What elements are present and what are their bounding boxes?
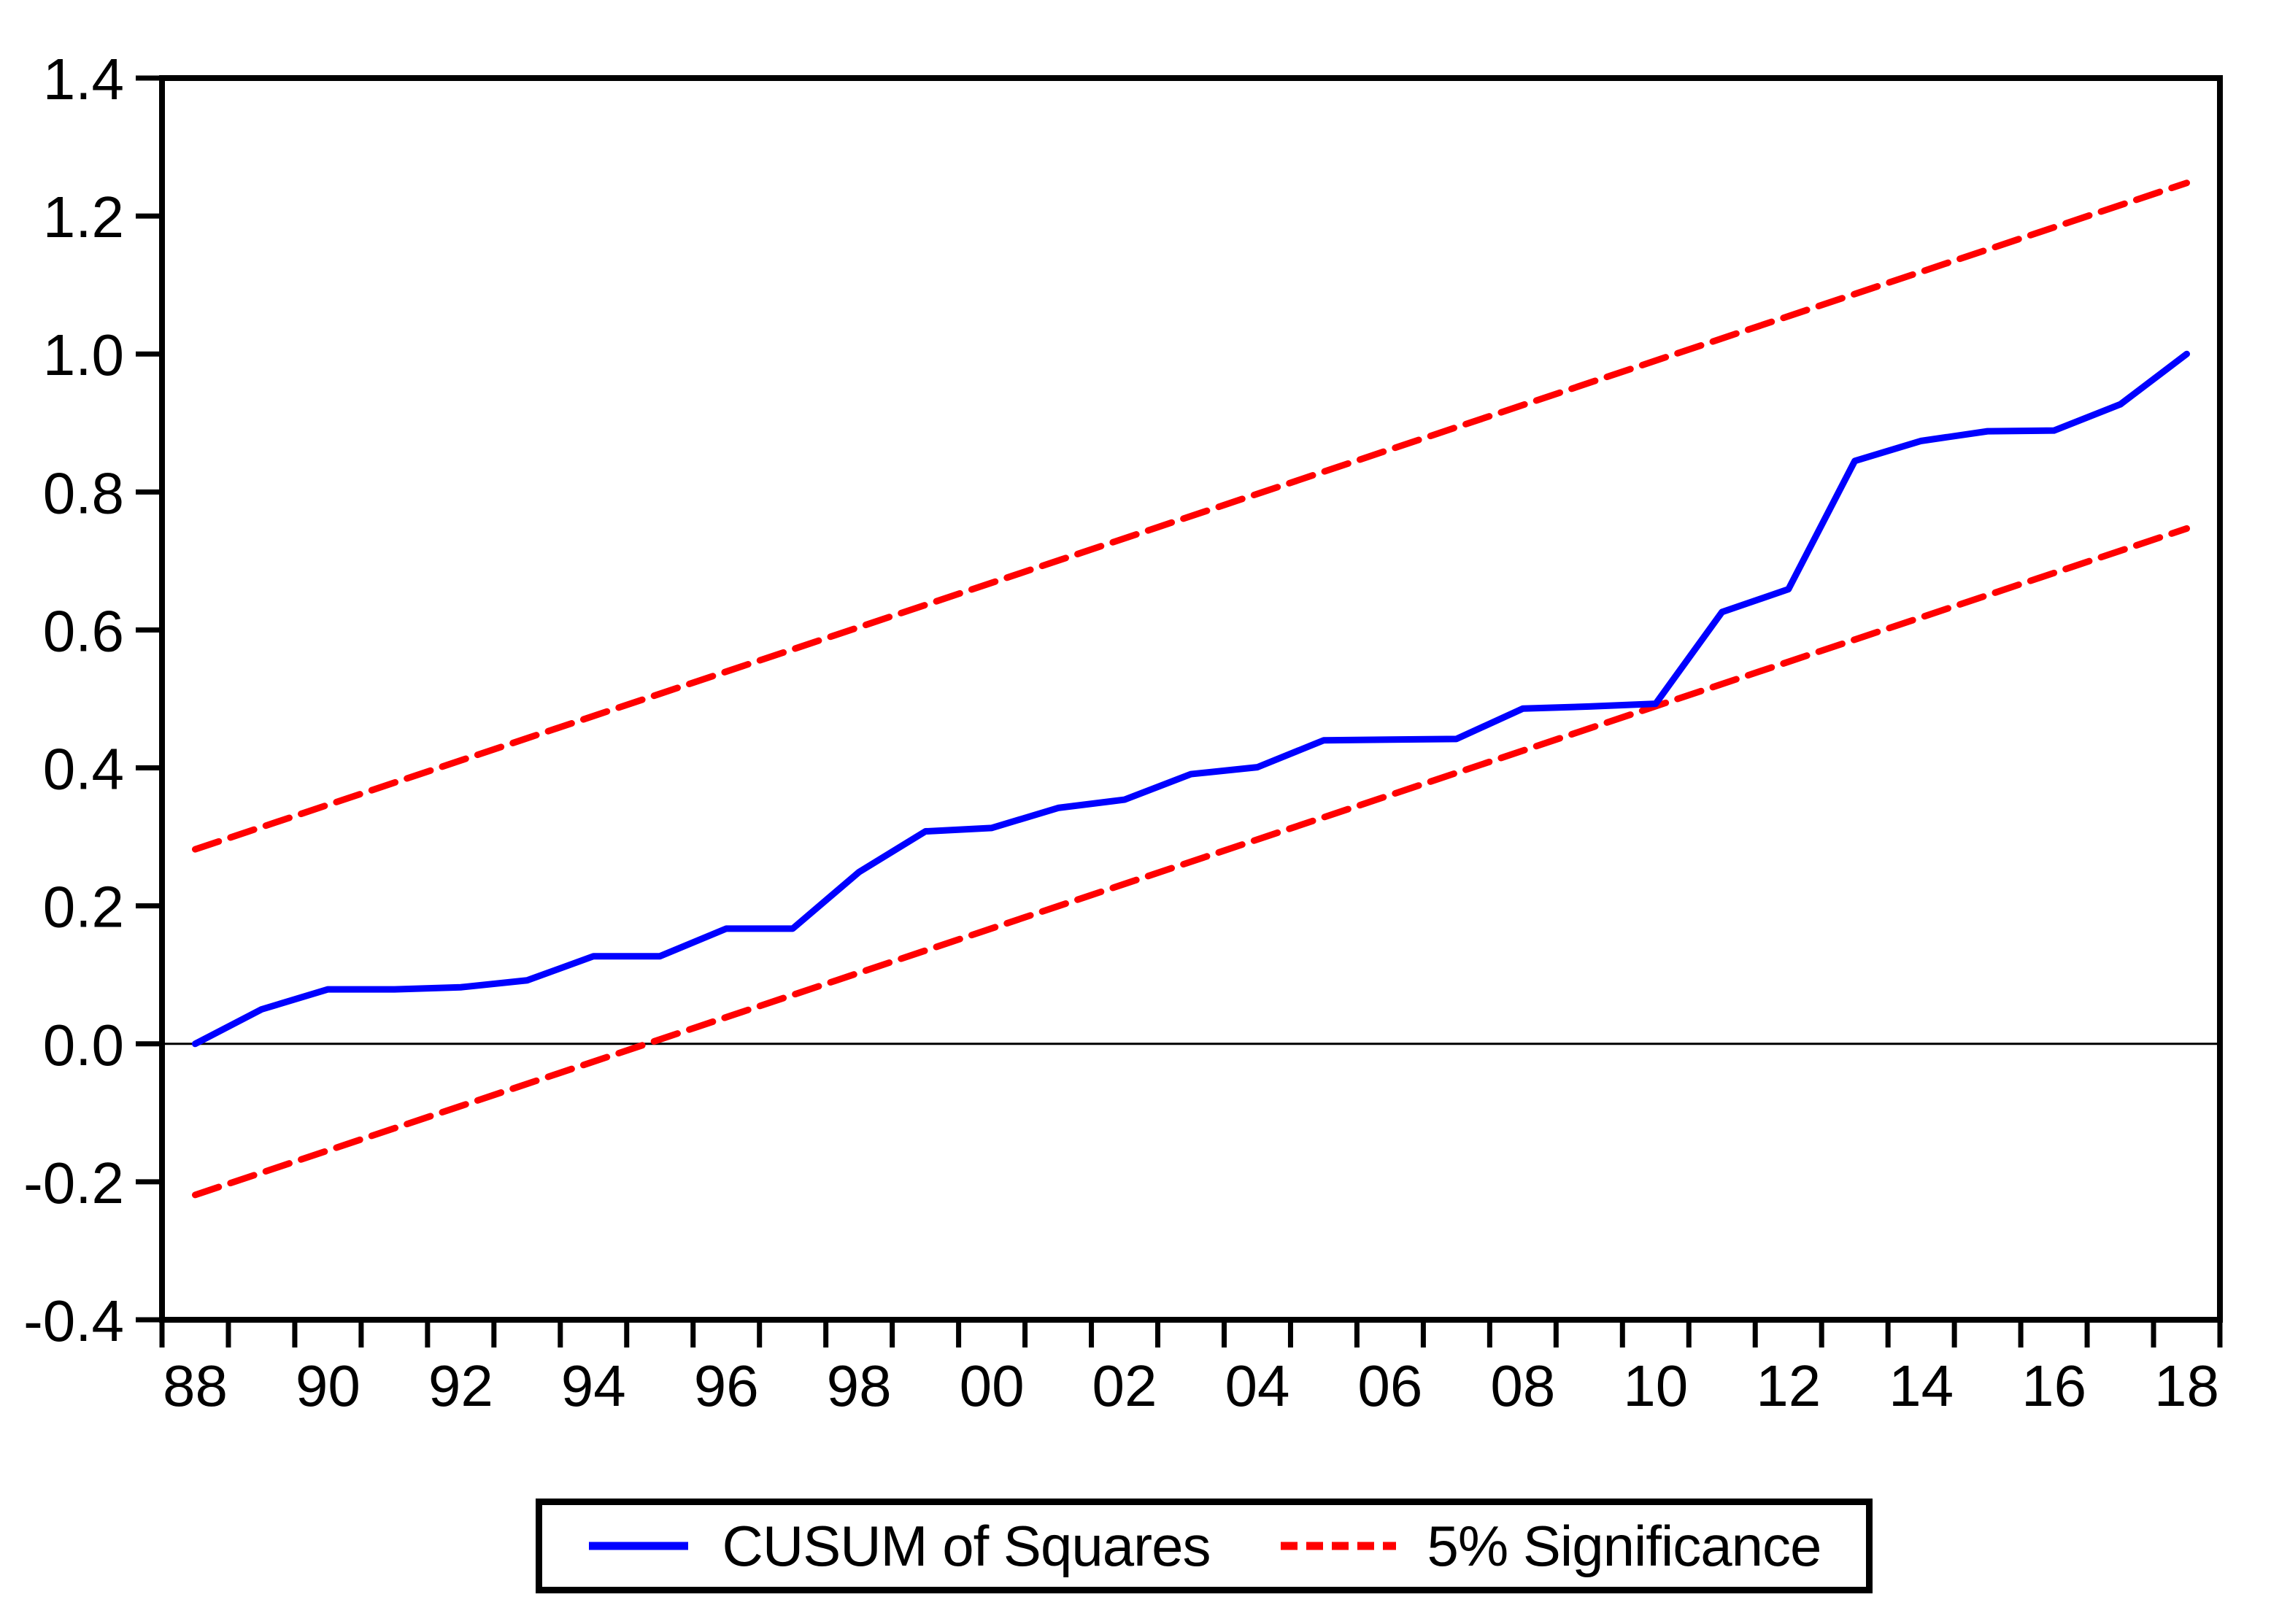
y-tick-label: 0.8 <box>43 460 124 525</box>
y-tick-label: 0.4 <box>43 737 124 802</box>
y-tick-label: -0.2 <box>23 1151 124 1215</box>
legend-box: CUSUM of Squares 5% Significance <box>536 1499 1873 1593</box>
series-line-significance-upper <box>191 179 2191 853</box>
x-tick-label: 94 <box>561 1353 626 1418</box>
x-tick-label: 18 <box>2154 1353 2219 1418</box>
legend-sample-significance-line <box>1281 1542 1397 1550</box>
x-tick-label: 00 <box>960 1353 1025 1418</box>
x-tick-label: 02 <box>1092 1353 1157 1418</box>
legend-label-significance: 5% Significance <box>1427 1513 1821 1578</box>
x-tick-label: 88 <box>163 1353 228 1418</box>
series-significance-upper <box>191 179 2191 853</box>
legend-sample-cusum-line <box>588 1542 688 1550</box>
x-tick-label: 92 <box>428 1353 493 1418</box>
x-tick-label: 08 <box>1490 1353 1555 1418</box>
x-tick-label: 98 <box>827 1353 892 1418</box>
x-tick-label: 14 <box>1889 1353 1954 1418</box>
x-tick-label: 16 <box>2021 1353 2086 1418</box>
legend-label-cusum-of-squares: CUSUM of Squares <box>722 1513 1211 1578</box>
series-cusum-of-squares <box>191 350 2191 1048</box>
y-tick-label: 0.6 <box>43 598 124 663</box>
x-axis-ticks <box>159 1320 2223 1347</box>
plot-frame <box>159 75 2223 1323</box>
x-tick-label: 90 <box>296 1353 360 1418</box>
y-axis-ticks <box>136 75 162 1323</box>
y-tick-label: 1.4 <box>43 47 124 112</box>
series-line-significance-lower <box>191 525 2191 1199</box>
y-tick-label: 1.2 <box>43 185 124 250</box>
series-line-cusum-of-squares <box>191 350 2191 1048</box>
series-significance-lower <box>191 525 2191 1199</box>
x-tick-label: 10 <box>1623 1353 1688 1418</box>
plot-frame-rect <box>159 75 2223 1323</box>
x-tick-label: 12 <box>1756 1353 1821 1418</box>
x-tick-label: 04 <box>1225 1353 1289 1418</box>
x-tick-label: 06 <box>1357 1353 1422 1418</box>
y-tick-label: -0.4 <box>23 1288 124 1353</box>
y-tick-label: 0.0 <box>43 1013 124 1078</box>
y-tick-label: 0.2 <box>43 875 124 940</box>
x-tick-label: 96 <box>694 1353 759 1418</box>
y-tick-label: 1.0 <box>43 322 124 387</box>
x-axis-labels: 88 90 92 94 96 98 00 02 04 06 08 10 12 14 16 18 <box>163 1353 2219 1418</box>
y-axis-labels: 1.4 1.2 1.0 0.8 0.6 0.4 0.2 0.0 -0.2 -0.4 <box>23 47 124 1353</box>
